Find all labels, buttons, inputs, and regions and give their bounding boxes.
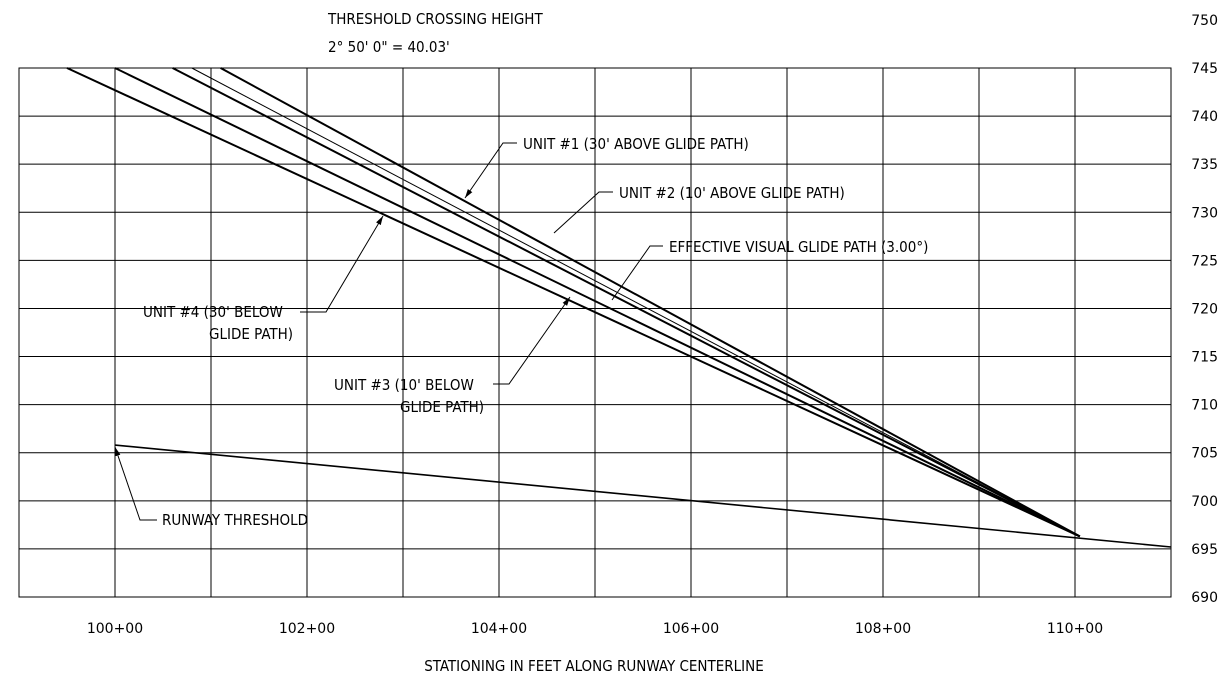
y-tick-label: 730	[1191, 205, 1218, 221]
effective-leader	[611, 245, 663, 301]
chart-title-line1: THRESHOLD CROSSING HEIGHT	[327, 10, 543, 28]
leader-lines	[114, 142, 663, 521]
y-tick-label: 745	[1191, 61, 1218, 77]
effective-line	[191, 67, 1081, 537]
axis-ticks: 100+00 102+00 104+00 106+00 108+00 110+00 750 7…	[87, 13, 1218, 637]
runway-line	[114, 444, 1172, 548]
unit3-label-line1: UNIT #3 (10' BELOW	[334, 376, 474, 394]
y-tick-label: 700	[1191, 494, 1218, 510]
chart-title-line2: 2° 50' 0" = 40.03'	[328, 38, 450, 56]
y-tick-label: 735	[1191, 157, 1218, 173]
y-tick-label: 750	[1191, 13, 1218, 29]
unit4-label-line1: UNIT #4 (30' BELOW	[143, 303, 283, 321]
unit1-line	[220, 67, 1081, 538]
unit3-label-line2: GLIDE PATH)	[400, 398, 484, 416]
x-tick-label: 104+00	[471, 621, 527, 637]
threshold-label: RUNWAY THRESHOLD	[162, 511, 308, 529]
y-tick-label: 725	[1191, 253, 1218, 269]
y-tick-label: 710	[1191, 398, 1218, 414]
y-tick-label: 705	[1191, 446, 1218, 462]
unit1-label: UNIT #1 (30' ABOVE GLIDE PATH)	[523, 135, 749, 153]
grid	[18, 67, 1172, 598]
x-tick-label: 106+00	[663, 621, 719, 637]
y-tick-label: 720	[1191, 301, 1218, 317]
threshold-leader	[114, 446, 157, 521]
x-tick-label: 102+00	[279, 621, 335, 637]
effective-label: EFFECTIVE VISUAL GLIDE PATH (3.00°)	[669, 238, 928, 256]
unit2-label: UNIT #2 (10' ABOVE GLIDE PATH)	[619, 184, 845, 202]
unit4-label-line2: GLIDE PATH)	[209, 325, 293, 343]
unit4-line	[66, 67, 1081, 538]
unit3-line	[114, 67, 1081, 538]
unit1-leader	[464, 142, 517, 199]
glide-path-lines	[66, 67, 1172, 548]
x-tick-label: 100+00	[87, 621, 143, 637]
y-tick-label: 690	[1191, 590, 1218, 606]
x-axis-label: STATIONING IN FEET ALONG RUNWAY CENTERLI…	[424, 657, 764, 675]
y-tick-label: 740	[1191, 109, 1218, 125]
unit3-leader	[493, 296, 571, 385]
x-tick-label: 108+00	[855, 621, 911, 637]
x-tick-label: 110+00	[1047, 621, 1103, 637]
unit4-leader	[300, 215, 384, 313]
unit2-line	[172, 67, 1081, 538]
y-tick-label: 715	[1191, 350, 1218, 366]
annotations: UNIT #1 (30' ABOVE GLIDE PATH) UNIT #2 (…	[143, 135, 928, 529]
y-tick-label: 695	[1191, 542, 1218, 558]
unit2-leader	[553, 191, 613, 234]
